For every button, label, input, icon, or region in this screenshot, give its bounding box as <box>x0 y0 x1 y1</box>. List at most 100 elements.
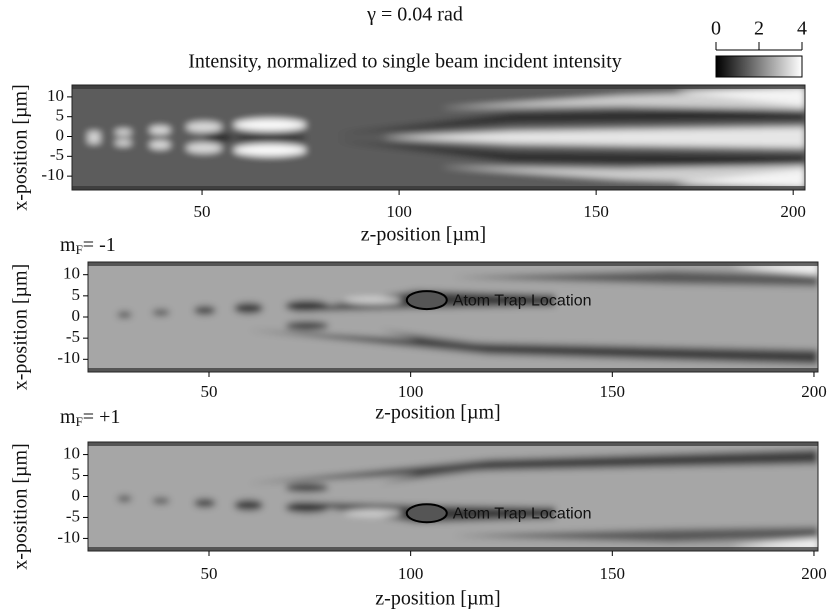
x-axis-label: z-position [µm] <box>361 224 486 246</box>
fringe <box>343 296 402 305</box>
fringe <box>234 302 264 314</box>
edge-top <box>88 262 818 266</box>
fringe <box>335 140 805 167</box>
fringe <box>152 497 170 505</box>
y-tick-label: -10 <box>41 165 64 184</box>
x-tick-label: 100 <box>398 564 424 583</box>
fringe <box>380 465 490 484</box>
edge-top <box>72 85 805 89</box>
heatmap <box>72 85 805 190</box>
colorbar-tick-label: 2 <box>754 18 764 40</box>
fringe <box>248 449 818 484</box>
fringe <box>203 133 234 142</box>
panel-label-sub: F <box>76 242 83 257</box>
heatmap-field <box>88 262 818 372</box>
fringe <box>152 309 170 316</box>
fringe <box>185 121 223 133</box>
fringe <box>673 87 805 106</box>
y-tick-label: -5 <box>66 506 80 525</box>
fringe <box>673 169 805 188</box>
y-tick-label: 10 <box>63 443 80 462</box>
y-tick-label: 10 <box>63 264 80 283</box>
x-tick-label: 50 <box>200 382 217 401</box>
fringe <box>117 311 132 319</box>
trap-marker <box>405 290 448 311</box>
fringe <box>233 132 307 143</box>
y-tick-label: 0 <box>72 485 81 504</box>
y-axis-label: x-position [µm] <box>10 84 32 211</box>
y-tick-label: -5 <box>66 327 80 346</box>
colorbar-title: Intensity, normalized to single beam inc… <box>188 51 622 73</box>
fringe <box>114 139 133 146</box>
fringe <box>453 527 818 543</box>
fringe <box>285 300 329 312</box>
x-tick-label: 150 <box>583 202 609 221</box>
x-tick-label: 100 <box>398 382 424 401</box>
edge-bottom <box>88 368 818 372</box>
x-tick-label: 150 <box>600 382 626 401</box>
panel-label-rest: = -1 <box>83 234 116 256</box>
panel-label: mF= -1 <box>60 234 116 257</box>
fringe <box>148 125 171 135</box>
panel-label-main: m <box>60 406 76 428</box>
fringe <box>234 499 264 511</box>
fringe <box>379 127 805 148</box>
heatmap <box>88 442 818 551</box>
edge-bottom <box>72 186 805 190</box>
x-axis-label: z-position [µm] <box>375 588 500 610</box>
trap-label: Atom Trap Location <box>453 292 592 309</box>
edge-bottom <box>88 547 818 551</box>
x-tick-label: 150 <box>600 564 626 583</box>
panel-label-sub: F <box>76 414 83 429</box>
fringe <box>380 330 490 348</box>
figure-title: γ = 0.04 rad <box>366 4 463 26</box>
x-tick-label: 50 <box>194 202 211 221</box>
x-tick-label: 200 <box>801 564 827 583</box>
colorbar-tick-label: 0 <box>711 18 721 40</box>
fringe <box>285 483 329 493</box>
fringe <box>285 321 329 331</box>
fringe <box>193 306 216 315</box>
fringe <box>185 142 223 154</box>
panel-label: mF= +1 <box>60 406 120 429</box>
y-tick-label: -5 <box>50 145 64 164</box>
y-tick-label: 5 <box>56 106 65 125</box>
y-tick-label: 5 <box>72 464 81 483</box>
fringe <box>193 498 216 508</box>
y-tick-label: 0 <box>56 125 65 144</box>
plot-frame <box>71 84 806 191</box>
fringe <box>148 140 171 150</box>
fringe <box>117 495 132 502</box>
y-tick-label: 0 <box>72 306 81 325</box>
y-tick-label: -10 <box>57 527 80 546</box>
heatmap <box>88 262 818 372</box>
y-tick-label: 5 <box>72 285 81 304</box>
fringe <box>114 129 133 136</box>
heatmap-bg <box>88 262 818 372</box>
y-tick-label: 10 <box>47 86 64 105</box>
panel-label-main: m <box>60 234 76 256</box>
colorbar-tick-label: 4 <box>797 18 807 40</box>
panel-label-rest: = +1 <box>83 406 121 428</box>
y-axis-label: x-position [µm] <box>10 443 32 570</box>
fringe <box>86 137 102 144</box>
x-tick-label: 200 <box>801 382 827 401</box>
edge-top <box>88 442 818 446</box>
x-axis-label: z-position [µm] <box>375 402 500 424</box>
fringe <box>248 330 818 365</box>
y-axis-label: x-position [µm] <box>10 264 32 391</box>
heatmap-field <box>72 85 805 190</box>
fringe <box>233 118 307 132</box>
fringe <box>343 509 402 517</box>
x-tick-label: 200 <box>780 202 806 221</box>
fringe <box>285 501 329 513</box>
y-tick-label: -10 <box>57 348 80 367</box>
fringe <box>335 108 805 135</box>
x-tick-label: 100 <box>386 202 412 221</box>
trap-marker <box>405 503 448 524</box>
fringe <box>86 131 102 138</box>
colorbar <box>715 55 803 78</box>
trap-label: Atom Trap Location <box>453 505 592 522</box>
heatmap-field <box>88 442 818 551</box>
